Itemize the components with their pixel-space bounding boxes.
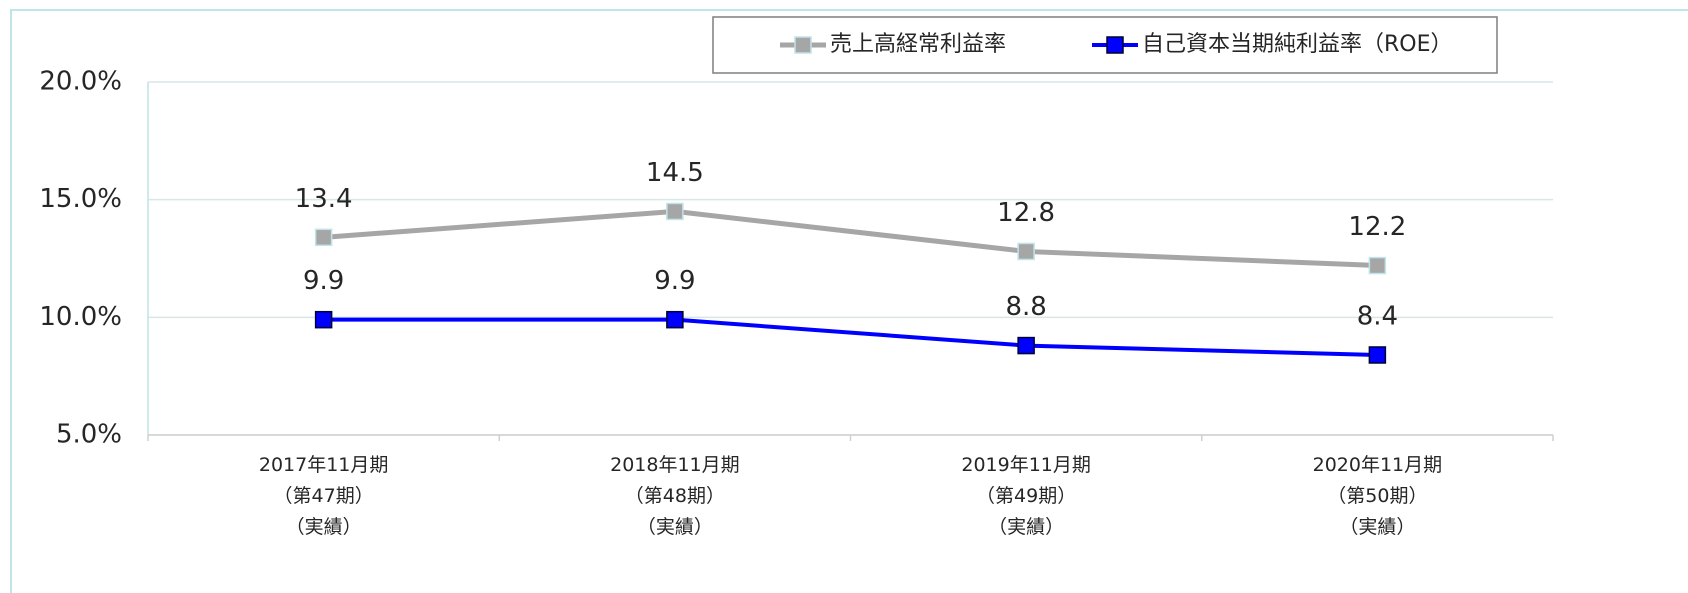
x-tick-label: 2020年11月期 （第50期） （実績） (1312, 454, 1443, 538)
data-label: 12.2 (1348, 212, 1406, 242)
data-label: 13.4 (295, 184, 353, 214)
y-tick-label: 5.0% (56, 420, 122, 450)
legend-label: 売上高経常利益率 (830, 32, 1006, 57)
x-tick-label: 2019年11月期 （第49期） （実績） (961, 454, 1091, 538)
y-tick-label: 10.0% (39, 302, 122, 332)
legend-marker (794, 36, 812, 54)
legend-label: 自己資本当期純利益率（ROE） (1142, 32, 1453, 57)
data-point (666, 202, 684, 221)
data-label: 8.8 (1005, 292, 1046, 322)
data-point (1017, 242, 1035, 261)
x-tick-label: 2017年11月期 （第47期） （実績） (258, 454, 389, 538)
data-point (666, 310, 684, 329)
data-label: 9.9 (654, 266, 695, 296)
legend-marker (1106, 36, 1124, 54)
data-label: 14.5 (646, 158, 704, 188)
chart-border (10, 9, 1688, 593)
y-tick-label: 15.0% (39, 184, 122, 214)
data-label: 8.4 (1357, 301, 1398, 331)
series-line (323, 208, 1378, 269)
data-point (1017, 336, 1035, 355)
data-point (1368, 346, 1387, 364)
y-tick-label: 20.0% (39, 67, 122, 97)
data-label: 9.9 (303, 266, 344, 296)
x-tick-label: 2018年11月期 （第48期） （実績） (610, 454, 740, 538)
series-line (323, 317, 1378, 357)
data-point (314, 310, 333, 329)
data-point (1368, 256, 1387, 275)
data-label: 12.8 (997, 198, 1055, 228)
data-point (314, 228, 333, 247)
